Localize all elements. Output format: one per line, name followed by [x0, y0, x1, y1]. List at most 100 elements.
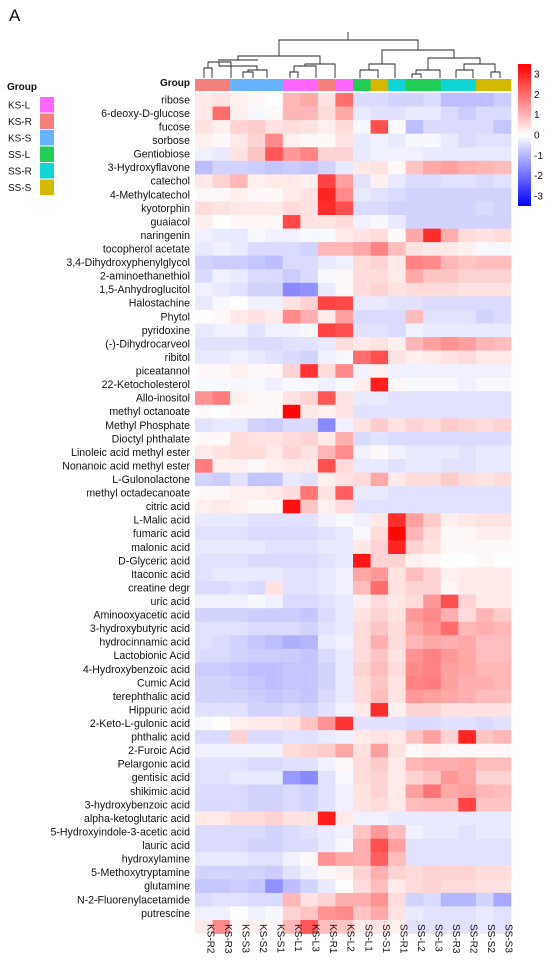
heatmap-cell — [423, 689, 442, 704]
heatmap-cell — [335, 540, 354, 555]
heatmap-cell — [370, 716, 389, 731]
heatmap-cell — [423, 906, 442, 921]
heatmap-cell — [370, 594, 389, 609]
heatmap-cell — [195, 404, 213, 419]
heatmap-cell — [475, 486, 494, 501]
heatmap-cell — [265, 648, 284, 663]
heatmap-cell — [300, 581, 319, 595]
heatmap-cell — [230, 675, 248, 690]
heatmap-cell — [282, 797, 301, 812]
heatmap-cell — [458, 187, 477, 202]
heatmap-cell — [440, 825, 459, 839]
heatmap-cell — [212, 269, 231, 284]
heatmap-cell — [493, 459, 512, 473]
heatmap-cell — [230, 689, 248, 704]
heatmap-cell — [317, 770, 336, 785]
heatmap-cell — [493, 703, 512, 717]
heatmap-cell — [212, 486, 231, 501]
heatmap-cell — [195, 865, 213, 880]
heatmap-cell — [265, 906, 284, 921]
heatmap-cell — [353, 526, 371, 541]
heatmap-cell — [475, 364, 494, 379]
heatmap-cell — [423, 418, 442, 433]
heatmap-cell — [405, 350, 424, 365]
heatmap-cell — [317, 540, 336, 555]
heatmap-cell — [388, 797, 406, 812]
heatmap-cell — [247, 920, 266, 934]
heatmap-cell — [353, 608, 371, 623]
heatmap-cell — [195, 255, 213, 270]
heatmap-cell — [475, 377, 494, 392]
heatmap-cell — [353, 797, 371, 812]
heatmap-cell — [423, 174, 442, 189]
row-label: 3,4-Dihydroxyphenylglycol — [66, 257, 190, 269]
heatmap-cell — [195, 486, 213, 501]
heatmap-cell — [265, 309, 284, 324]
heatmap-cell — [440, 865, 459, 880]
heatmap-cell — [423, 337, 442, 351]
heatmap-cell — [317, 825, 336, 839]
heatmap-cell — [230, 364, 248, 379]
heatmap-cell — [265, 269, 284, 284]
heatmap-cell — [300, 242, 319, 256]
heatmap-cell — [440, 486, 459, 501]
heatmap-cell — [458, 93, 477, 107]
heatmap-cell — [230, 160, 248, 175]
heatmap-cell — [493, 499, 512, 514]
heatmap-cell — [370, 228, 389, 243]
heatmap-cell — [282, 93, 301, 107]
heatmap-cell — [440, 784, 459, 799]
heatmap-cell — [370, 309, 389, 324]
heatmap-cell — [388, 852, 406, 867]
legend-entry-label: KS-R — [8, 117, 32, 128]
heatmap-cell — [353, 486, 371, 501]
heatmap-cell — [247, 201, 266, 216]
heatmap-cell — [475, 689, 494, 704]
heatmap-cell — [265, 567, 284, 582]
heatmap-cell — [212, 716, 231, 731]
heatmap-cell — [300, 852, 319, 867]
group-cell — [458, 79, 477, 91]
heatmap-cell — [440, 147, 459, 162]
row-label: 5-Methoxytryptamine — [91, 867, 190, 879]
heatmap-cell — [388, 147, 406, 162]
heatmap-cell — [247, 825, 266, 839]
heatmap-cell — [388, 472, 406, 487]
heatmap-cell — [475, 852, 494, 867]
heatmap-cell — [440, 553, 459, 568]
heatmap-cell — [230, 581, 248, 595]
heatmap-cell — [493, 160, 512, 175]
heatmap-cell — [440, 418, 459, 433]
heatmap-cell — [230, 174, 248, 189]
heatmap-cell — [317, 391, 336, 406]
heatmap-cell — [265, 160, 284, 175]
heatmap-cell — [493, 228, 512, 243]
heatmap-cell — [440, 120, 459, 134]
heatmap-cell — [440, 350, 459, 365]
heatmap-cell — [353, 160, 371, 175]
heatmap-cell — [195, 174, 213, 189]
heatmap-cell — [195, 635, 213, 650]
heatmap-cell — [475, 906, 494, 921]
heatmap-cell — [195, 391, 213, 406]
heatmap-cell — [335, 689, 354, 704]
heatmap-cell — [493, 608, 512, 623]
heatmap-cell — [195, 93, 213, 107]
heatmap-cell — [265, 662, 284, 677]
heatmap-cell — [370, 920, 389, 934]
heatmap-cell — [282, 865, 301, 880]
heatmap-cell — [195, 377, 213, 392]
heatmap-cell — [440, 269, 459, 284]
row-label: 5-Hydroxyindole-3-acetic acid — [50, 826, 190, 838]
heatmap-cell — [265, 377, 284, 392]
legend-swatch — [40, 113, 54, 129]
heatmap-cell — [353, 567, 371, 582]
heatmap-cell — [423, 445, 442, 460]
heatmap-cell — [265, 364, 284, 379]
heatmap-cell — [300, 499, 319, 514]
heatmap-cell — [440, 255, 459, 270]
heatmap-cell — [405, 120, 424, 134]
heatmap-cell — [353, 703, 371, 717]
heatmap-cell — [370, 770, 389, 785]
heatmap-cell — [405, 391, 424, 406]
